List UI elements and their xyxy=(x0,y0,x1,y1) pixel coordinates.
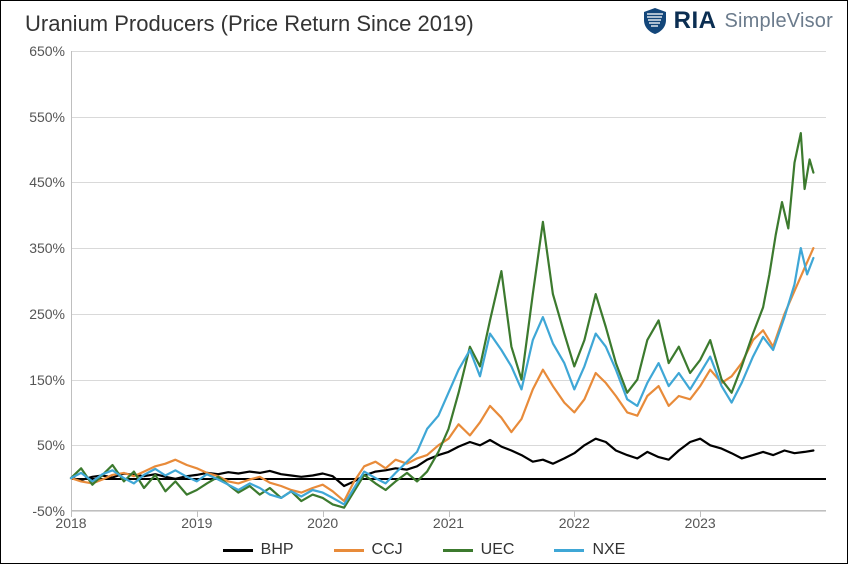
y-tick-label: 650% xyxy=(9,43,65,59)
legend-item-nxe: NXE xyxy=(554,541,625,559)
y-tick-label: 550% xyxy=(9,109,65,125)
legend-swatch xyxy=(334,549,364,552)
legend-label: NXE xyxy=(592,541,625,559)
legend-swatch xyxy=(554,549,584,552)
legend-label: CCJ xyxy=(372,541,403,559)
chart-legend: BHP CCJ UEC NXE xyxy=(1,541,847,559)
legend-item-ccj: CCJ xyxy=(334,541,403,559)
chart-title: Uranium Producers (Price Return Since 20… xyxy=(25,11,474,37)
brand-ria-text: RIA xyxy=(674,7,717,35)
x-tick-label: 2020 xyxy=(307,515,338,531)
series-ccj xyxy=(71,248,813,501)
legend-item-uec: UEC xyxy=(443,541,515,559)
ria-shield-icon xyxy=(642,7,668,35)
y-tick-label: 350% xyxy=(9,240,65,256)
y-tick-label: 250% xyxy=(9,306,65,322)
series-uec xyxy=(71,133,813,508)
y-tick-label: 450% xyxy=(9,174,65,190)
chart-frame: Uranium Producers (Price Return Since 20… xyxy=(0,0,848,564)
x-tick-label: 2023 xyxy=(685,515,716,531)
legend-label: UEC xyxy=(481,541,515,559)
series-nxe xyxy=(71,248,813,504)
y-tick-label: 50% xyxy=(9,437,65,453)
x-tick-label: 2019 xyxy=(181,515,212,531)
legend-item-bhp: BHP xyxy=(223,541,294,559)
legend-label: BHP xyxy=(261,541,294,559)
x-tick-label: 2021 xyxy=(433,515,464,531)
legend-swatch xyxy=(443,549,473,552)
y-tick-label: 150% xyxy=(9,372,65,388)
brand-simplevisor-text: SimpleVisor xyxy=(724,10,833,33)
x-tick-label: 2022 xyxy=(559,515,590,531)
brand-logo: RIA SimpleVisor xyxy=(642,7,833,35)
legend-swatch xyxy=(223,549,253,552)
line-series-svg xyxy=(71,51,826,511)
x-tick-label: 2018 xyxy=(55,515,86,531)
